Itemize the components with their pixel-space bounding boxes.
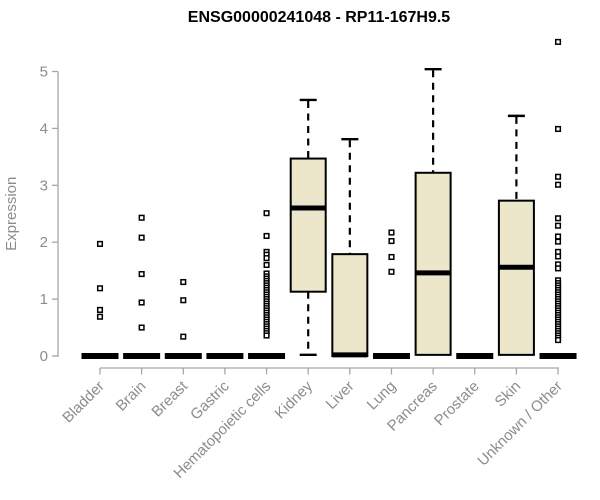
box-liver — [331, 253, 369, 357]
outlier-point-bladder — [96, 306, 104, 313]
outlier-point-bladder — [96, 285, 104, 292]
outlier-point-hematopoietic-cells — [263, 255, 270, 262]
x-tick-label-kidney: Kidney — [272, 377, 317, 422]
outlier-point-unknown-other — [554, 181, 562, 188]
outlier-point-unknown-other — [554, 238, 562, 245]
outlier-point-unknown-other — [554, 215, 562, 222]
outlier-point-unknown-other — [554, 233, 562, 240]
y-tick-label: 3 — [40, 177, 48, 194]
x-tick-label-breast: Breast — [148, 377, 191, 420]
outlier-point-hematopoietic-cells — [263, 210, 270, 217]
box-collapsed-gastric — [206, 353, 244, 359]
box-collapsed-unknown-other — [539, 353, 577, 359]
outlier-point-unknown-other — [554, 337, 562, 344]
y-tick-label: 0 — [40, 348, 48, 365]
outlier-point-lung — [388, 253, 395, 261]
outlier-point-brain — [138, 324, 145, 331]
outlier-point-unknown-other — [554, 38, 562, 45]
outlier-point-brain — [138, 299, 145, 306]
outlier-point-hematopoietic-cells — [263, 332, 270, 339]
outlier-point-bladder — [96, 313, 104, 320]
outlier-point-bladder — [96, 240, 104, 247]
chart-title: ENSG00000241048 - RP11-167H9.5 — [187, 9, 451, 26]
outlier-point-unknown-other — [554, 265, 562, 272]
outlier-point-lung — [388, 268, 395, 275]
box-pancreas — [414, 171, 452, 356]
outlier-point-unknown-other — [554, 173, 562, 180]
x-tick-label-skin: Skin — [492, 378, 525, 411]
x-tick-label-lung: Lung — [364, 378, 400, 414]
box-collapsed-brain — [123, 353, 161, 359]
x-tick-label-bladder: Bladder — [59, 378, 108, 427]
box-collapsed-hematopoietic-cells — [248, 353, 286, 359]
outlier-point-breast — [180, 297, 187, 304]
outlier-point-lung — [388, 229, 395, 236]
outlier-point-brain — [138, 271, 145, 278]
outlier-point-brain — [138, 214, 145, 221]
box-collapsed-breast — [164, 353, 202, 359]
y-tick-label: 5 — [40, 64, 48, 81]
box-collapsed-lung — [372, 353, 410, 359]
outlier-point-unknown-other — [554, 125, 562, 133]
y-tick-label: 4 — [40, 120, 48, 137]
box-collapsed-prostate — [456, 353, 494, 359]
outlier-point-breast — [180, 278, 187, 286]
y-axis-title: Expression — [3, 177, 20, 251]
outlier-point-hematopoietic-cells — [263, 261, 270, 269]
box-kidney — [289, 157, 327, 293]
x-tick-label-liver: Liver — [323, 378, 358, 413]
y-tick-label: 2 — [40, 234, 48, 251]
y-tick-label: 1 — [40, 291, 48, 308]
outlier-point-hematopoietic-cells — [263, 232, 270, 239]
outlier-point-breast — [180, 333, 187, 340]
outlier-point-unknown-other — [554, 253, 562, 260]
x-tick-label-brain: Brain — [113, 378, 150, 415]
outlier-point-unknown-other — [554, 222, 562, 229]
outlier-point-lung — [388, 238, 395, 245]
x-tick-label-prostate: Prostate — [431, 378, 483, 430]
outlier-point-brain — [138, 234, 145, 241]
box-collapsed-bladder — [81, 353, 119, 359]
box-skin — [497, 199, 535, 356]
